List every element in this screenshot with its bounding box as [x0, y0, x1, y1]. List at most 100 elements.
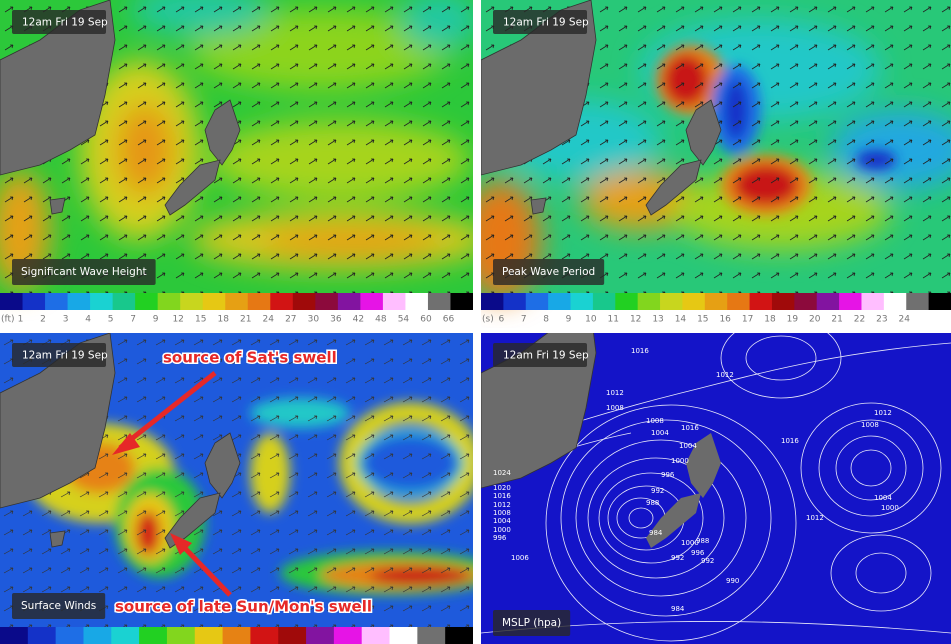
legend-tick-label: 42 [353, 315, 364, 325]
legend-tick-label: 1 [18, 315, 24, 325]
isobar-label: 1016 [631, 347, 649, 355]
legend-swatch [194, 627, 224, 644]
timestamp: 12am Fri 19 Sep [22, 350, 108, 362]
legend-swatch [45, 293, 69, 310]
land [646, 493, 701, 548]
isobar-label: 1012 [874, 409, 892, 417]
legend-swatch [222, 627, 251, 644]
isobar-label: 1024 [493, 469, 511, 477]
legend-tick-label: 15 [697, 315, 708, 325]
legend-tick-label: 5 [108, 315, 114, 325]
legend-swatch [111, 627, 140, 644]
legend-swatch [0, 627, 29, 644]
legend-swatch [771, 293, 795, 310]
legend-swatch [445, 627, 473, 644]
annotation-arrowhead [112, 433, 140, 455]
legend-tick-label: 2 [40, 315, 46, 325]
legend-tick-label: 24 [263, 315, 275, 325]
legend-swatch [503, 293, 527, 310]
isobar-label: 984 [649, 529, 663, 537]
legend-tick-label: 66 [443, 315, 455, 325]
timestamp: 12am Fri 19 Sep [22, 17, 108, 29]
isobar-label: 992 [671, 554, 684, 562]
legend-swatch [67, 293, 91, 310]
legend-swatch [704, 293, 728, 310]
legend-swatch [794, 293, 818, 310]
legend-tick-label: 18 [218, 315, 230, 325]
isobar-label: 1020 [493, 484, 511, 492]
isobar-label: 1012 [606, 389, 624, 397]
legend-swatch [615, 293, 639, 310]
peak-period-panel: 12am Fri 19 Sep Peak Wave Period (s) 6 7 8 9 10… [481, 0, 951, 328]
isobar-label: 992 [651, 487, 664, 495]
isobar-label: 1016 [493, 492, 511, 500]
legend-tick-label: 7 [130, 315, 136, 325]
legend-swatch [135, 293, 159, 310]
legend-tick-label: 10 [585, 315, 597, 325]
legend-tick-label: 20 [809, 315, 821, 325]
legend-swatch [361, 627, 391, 644]
legend-tick-label: 4 [85, 315, 91, 325]
legend-tick-label: 9 [153, 315, 159, 325]
legend-tick-label: 8 [543, 315, 549, 325]
legend-tick-label: 15 [195, 315, 206, 325]
isobar-label: 996 [691, 549, 705, 557]
land [686, 433, 721, 498]
legend-tick-label: 23 [876, 315, 887, 325]
isobar-label: 1012 [493, 501, 511, 509]
legend-swatch [0, 293, 24, 310]
layer-label: Peak Wave Period [502, 266, 595, 278]
legend-swatch [682, 293, 706, 310]
isobar-label: 984 [671, 605, 685, 613]
legend-swatch [906, 293, 930, 310]
legend-tick-label: 14 [675, 315, 687, 325]
isobar-label: 1000 [681, 539, 699, 547]
legend-swatch [427, 293, 451, 310]
layer-label-box [493, 259, 605, 285]
legend-tick-label: 3 [63, 315, 69, 325]
isobar-label: 996 [493, 534, 507, 542]
legend-swatch [548, 293, 572, 310]
legend-unit: (s) [482, 315, 494, 325]
isobar-label: 1008 [606, 404, 624, 412]
legend-tick-label: 24 [899, 315, 911, 325]
isobar-label: 992 [701, 557, 714, 565]
isobar-label: 1016 [781, 437, 799, 445]
legend-tick-label: 21 [240, 315, 251, 325]
legend-swatch [202, 293, 226, 310]
map: 12am Fri 19 Sep Peak Wave Period (s) 6 7 8 9 10… [481, 0, 951, 325]
legend-tick-label: 30 [308, 315, 320, 325]
isobar-label: 1012 [716, 371, 734, 379]
isobar-label: 1000 [493, 526, 511, 534]
legend-swatch [417, 627, 446, 644]
legend-swatch [166, 627, 196, 644]
legend-swatch [450, 293, 473, 310]
isobar-label: 1004 [874, 494, 892, 502]
legend-swatch [816, 293, 840, 310]
isobar-label: 1016 [681, 424, 699, 432]
layer-label-box [12, 259, 156, 285]
legend-swatch [333, 627, 363, 644]
legend-tick-label: 21 [831, 315, 842, 325]
isobar-label: 1008 [861, 421, 879, 429]
legend-swatch [749, 293, 773, 310]
isobar-label: 1004 [651, 429, 669, 437]
isobar-label: 1004 [679, 442, 697, 450]
timestamp: 12am Fri 19 Sep [503, 350, 589, 362]
legend-tick-label: 17 [742, 315, 753, 325]
isobar-label: 1006 [511, 554, 529, 562]
layer-label: Significant Wave Height [21, 266, 147, 278]
isobar-label: 1004 [493, 517, 511, 525]
annotation: source of late Sun/Mon's swell [115, 598, 372, 616]
legend-swatch [382, 293, 406, 310]
legend-swatch [27, 627, 57, 644]
annotation: source of Sat's swell [163, 349, 337, 367]
mslp-panel: 12am Fri 19 Sep MSLP (hpa) 1016 1012 1008 101… [481, 333, 951, 644]
isobar-label: 990 [726, 577, 739, 585]
legend-swatch [570, 293, 594, 310]
legend-tick-label: 11 [608, 315, 619, 325]
legend-swatch [389, 627, 418, 644]
legend-swatch [839, 293, 862, 310]
